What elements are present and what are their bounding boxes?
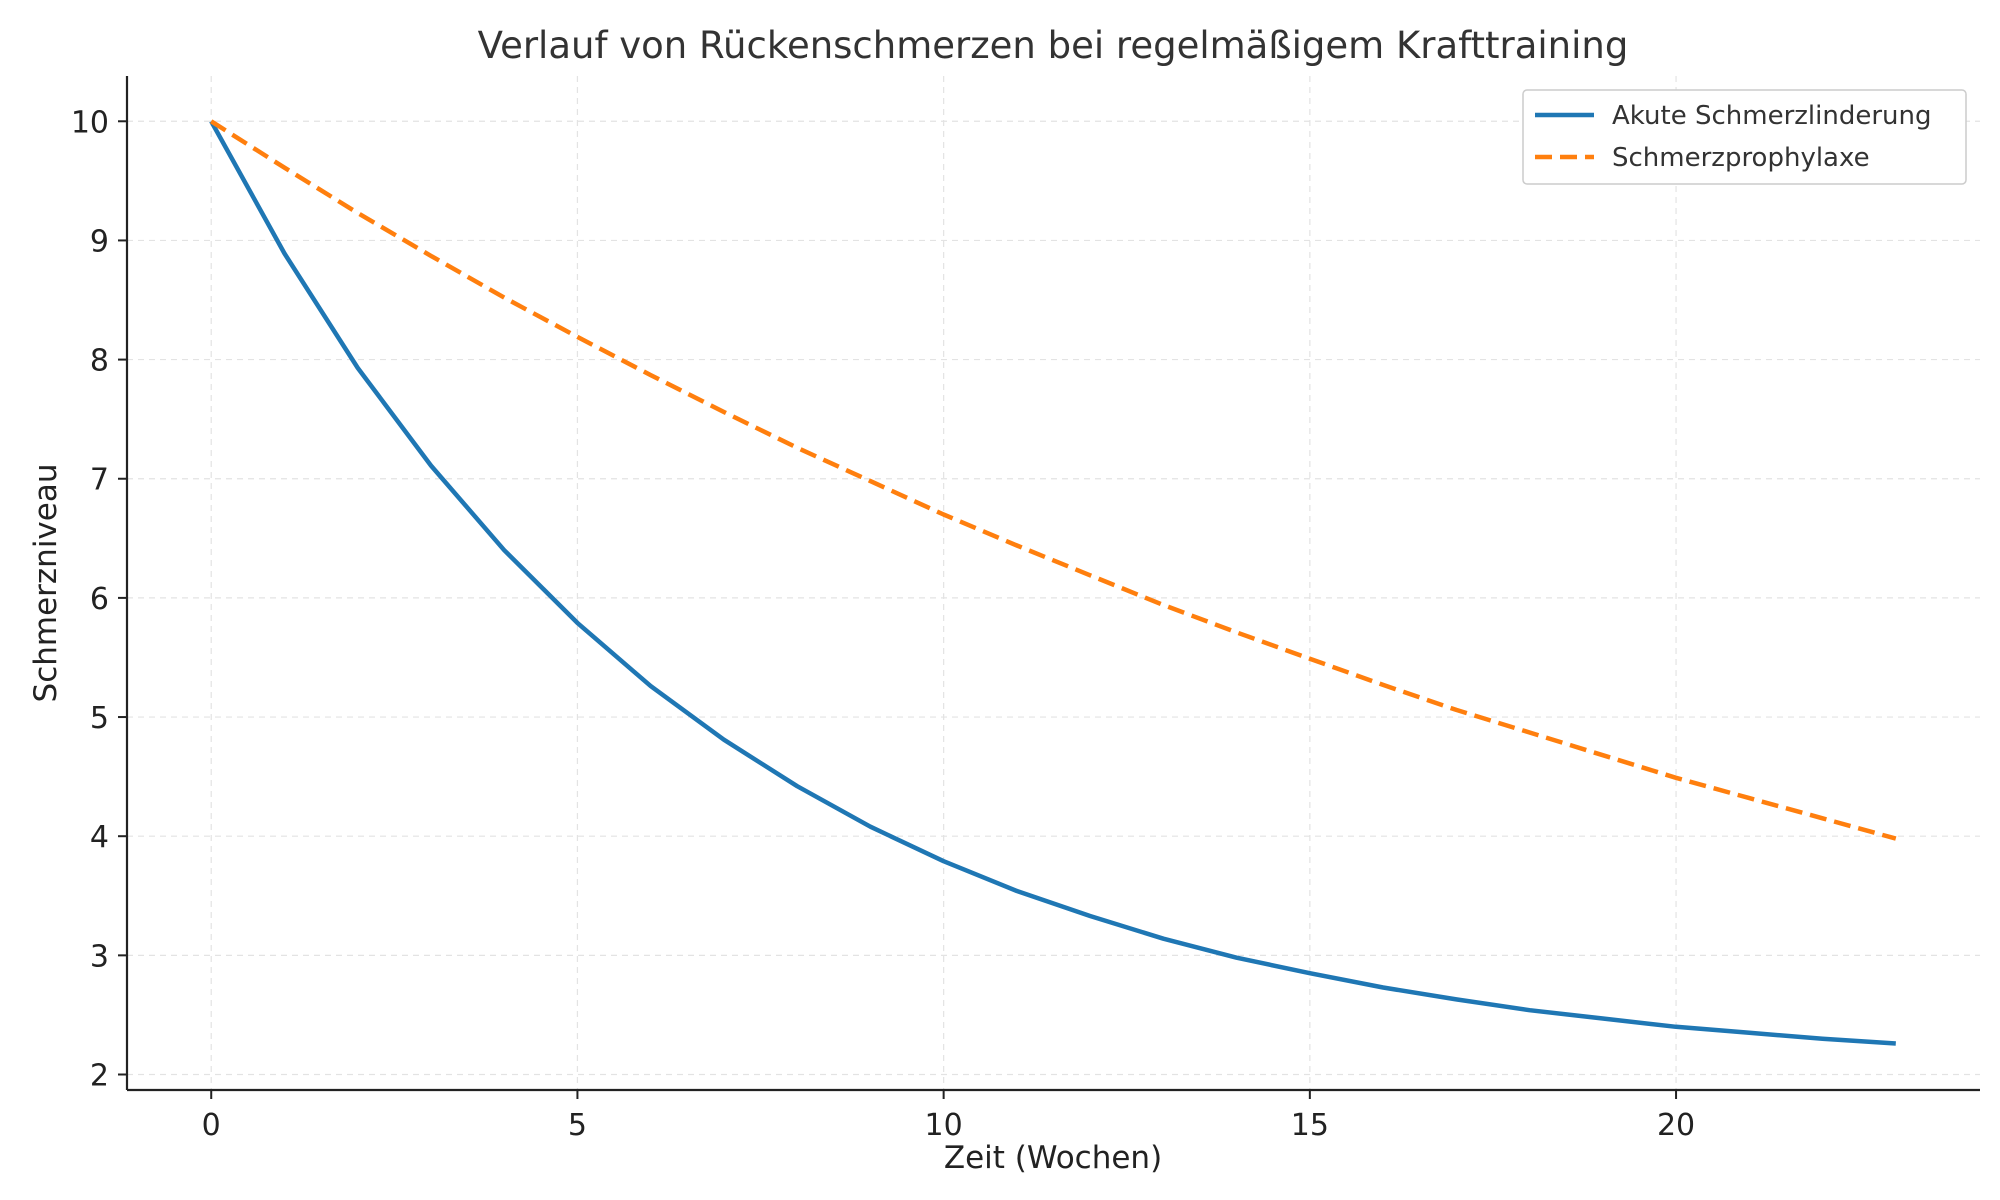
legend-label-akute-schmerzlinderung: Akute Schmerzlinderung (1612, 101, 1932, 131)
y-tick-label: 9 (90, 224, 109, 259)
y-tick-label: 3 (90, 939, 109, 974)
x-tick-label: 5 (568, 1108, 587, 1143)
x-tick-label: 20 (1657, 1108, 1695, 1143)
grid (127, 76, 1980, 1090)
legend-box (1522, 89, 1967, 185)
y-tick-label: 7 (90, 463, 109, 498)
axes (125, 76, 1980, 1092)
legend-label-schmerzprophylaxe: Schmerzprophylaxe (1612, 143, 1870, 173)
y-tick-label: 5 (90, 701, 109, 736)
series-line-1 (209, 119, 1897, 841)
y-tick-label: 2 (90, 1059, 109, 1094)
y-axis-label: Schmerzniveau (28, 464, 64, 703)
y-tick-label: 8 (90, 344, 109, 379)
series-line-0 (209, 120, 1896, 1046)
x-tick-label: 0 (202, 1108, 221, 1143)
y-tick-label: 10 (71, 105, 109, 140)
x-axis-label: Zeit (Wochen) (944, 1140, 1162, 1176)
y-tick-label: 4 (90, 820, 109, 855)
legend: Akute Schmerzlinderung Schmerzprophylaxe (1522, 89, 1967, 185)
series-layer (209, 119, 1897, 1046)
x-axis-ticks: 0 5 10 15 20 (202, 1090, 1695, 1143)
x-tick-label: 10 (925, 1108, 963, 1143)
x-tick-label: 15 (1291, 1108, 1329, 1143)
y-axis-ticks: 2 3 4 5 6 7 8 9 10 (71, 105, 127, 1094)
y-tick-label: 6 (90, 582, 109, 617)
chart-title: Verlauf von Rückenschmerzen bei regelmäß… (478, 24, 1629, 67)
